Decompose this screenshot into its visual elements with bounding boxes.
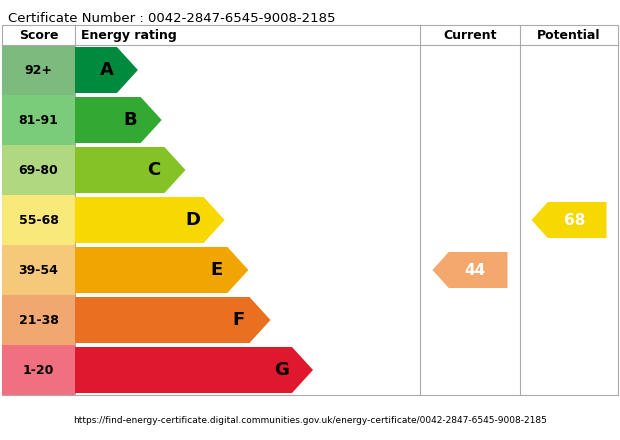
- Text: 21-38: 21-38: [19, 313, 58, 326]
- Text: 39-54: 39-54: [19, 264, 58, 276]
- Text: https://find-energy-certificate.digital.communities.gov.uk/energy-certificate/00: https://find-energy-certificate.digital.…: [73, 416, 547, 425]
- Bar: [2, 245, 75, 295]
- Polygon shape: [75, 197, 224, 243]
- Bar: [2, 345, 75, 395]
- Text: 44: 44: [464, 263, 486, 278]
- Bar: [2, 195, 75, 245]
- Text: D: D: [185, 211, 201, 229]
- Polygon shape: [75, 247, 249, 293]
- Text: G: G: [274, 361, 289, 379]
- Polygon shape: [75, 347, 313, 393]
- Text: A: A: [99, 61, 113, 79]
- Text: B: B: [123, 111, 137, 129]
- Text: C: C: [148, 161, 161, 179]
- Polygon shape: [75, 297, 270, 343]
- Text: Potential: Potential: [538, 29, 601, 41]
- Text: 92+: 92+: [25, 63, 53, 77]
- Text: Energy rating: Energy rating: [81, 29, 177, 41]
- Text: E: E: [211, 261, 223, 279]
- Bar: [2, 25, 618, 395]
- Bar: [2, 45, 75, 95]
- Text: 68: 68: [564, 213, 585, 227]
- Text: 69-80: 69-80: [19, 164, 58, 176]
- Text: 81-91: 81-91: [19, 114, 58, 127]
- Polygon shape: [433, 252, 508, 288]
- Bar: [2, 295, 75, 345]
- Text: 55-68: 55-68: [19, 213, 58, 227]
- Text: F: F: [233, 311, 245, 329]
- Text: Certificate Number : 0042-2847-6545-9008-2185: Certificate Number : 0042-2847-6545-9008…: [8, 12, 335, 25]
- Text: Score: Score: [19, 29, 58, 41]
- Bar: [2, 95, 75, 145]
- Text: 1-20: 1-20: [23, 363, 54, 377]
- Text: Current: Current: [443, 29, 497, 41]
- Polygon shape: [75, 97, 162, 143]
- Polygon shape: [531, 202, 606, 238]
- Polygon shape: [75, 47, 138, 93]
- Bar: [2, 145, 75, 195]
- Polygon shape: [75, 147, 185, 193]
